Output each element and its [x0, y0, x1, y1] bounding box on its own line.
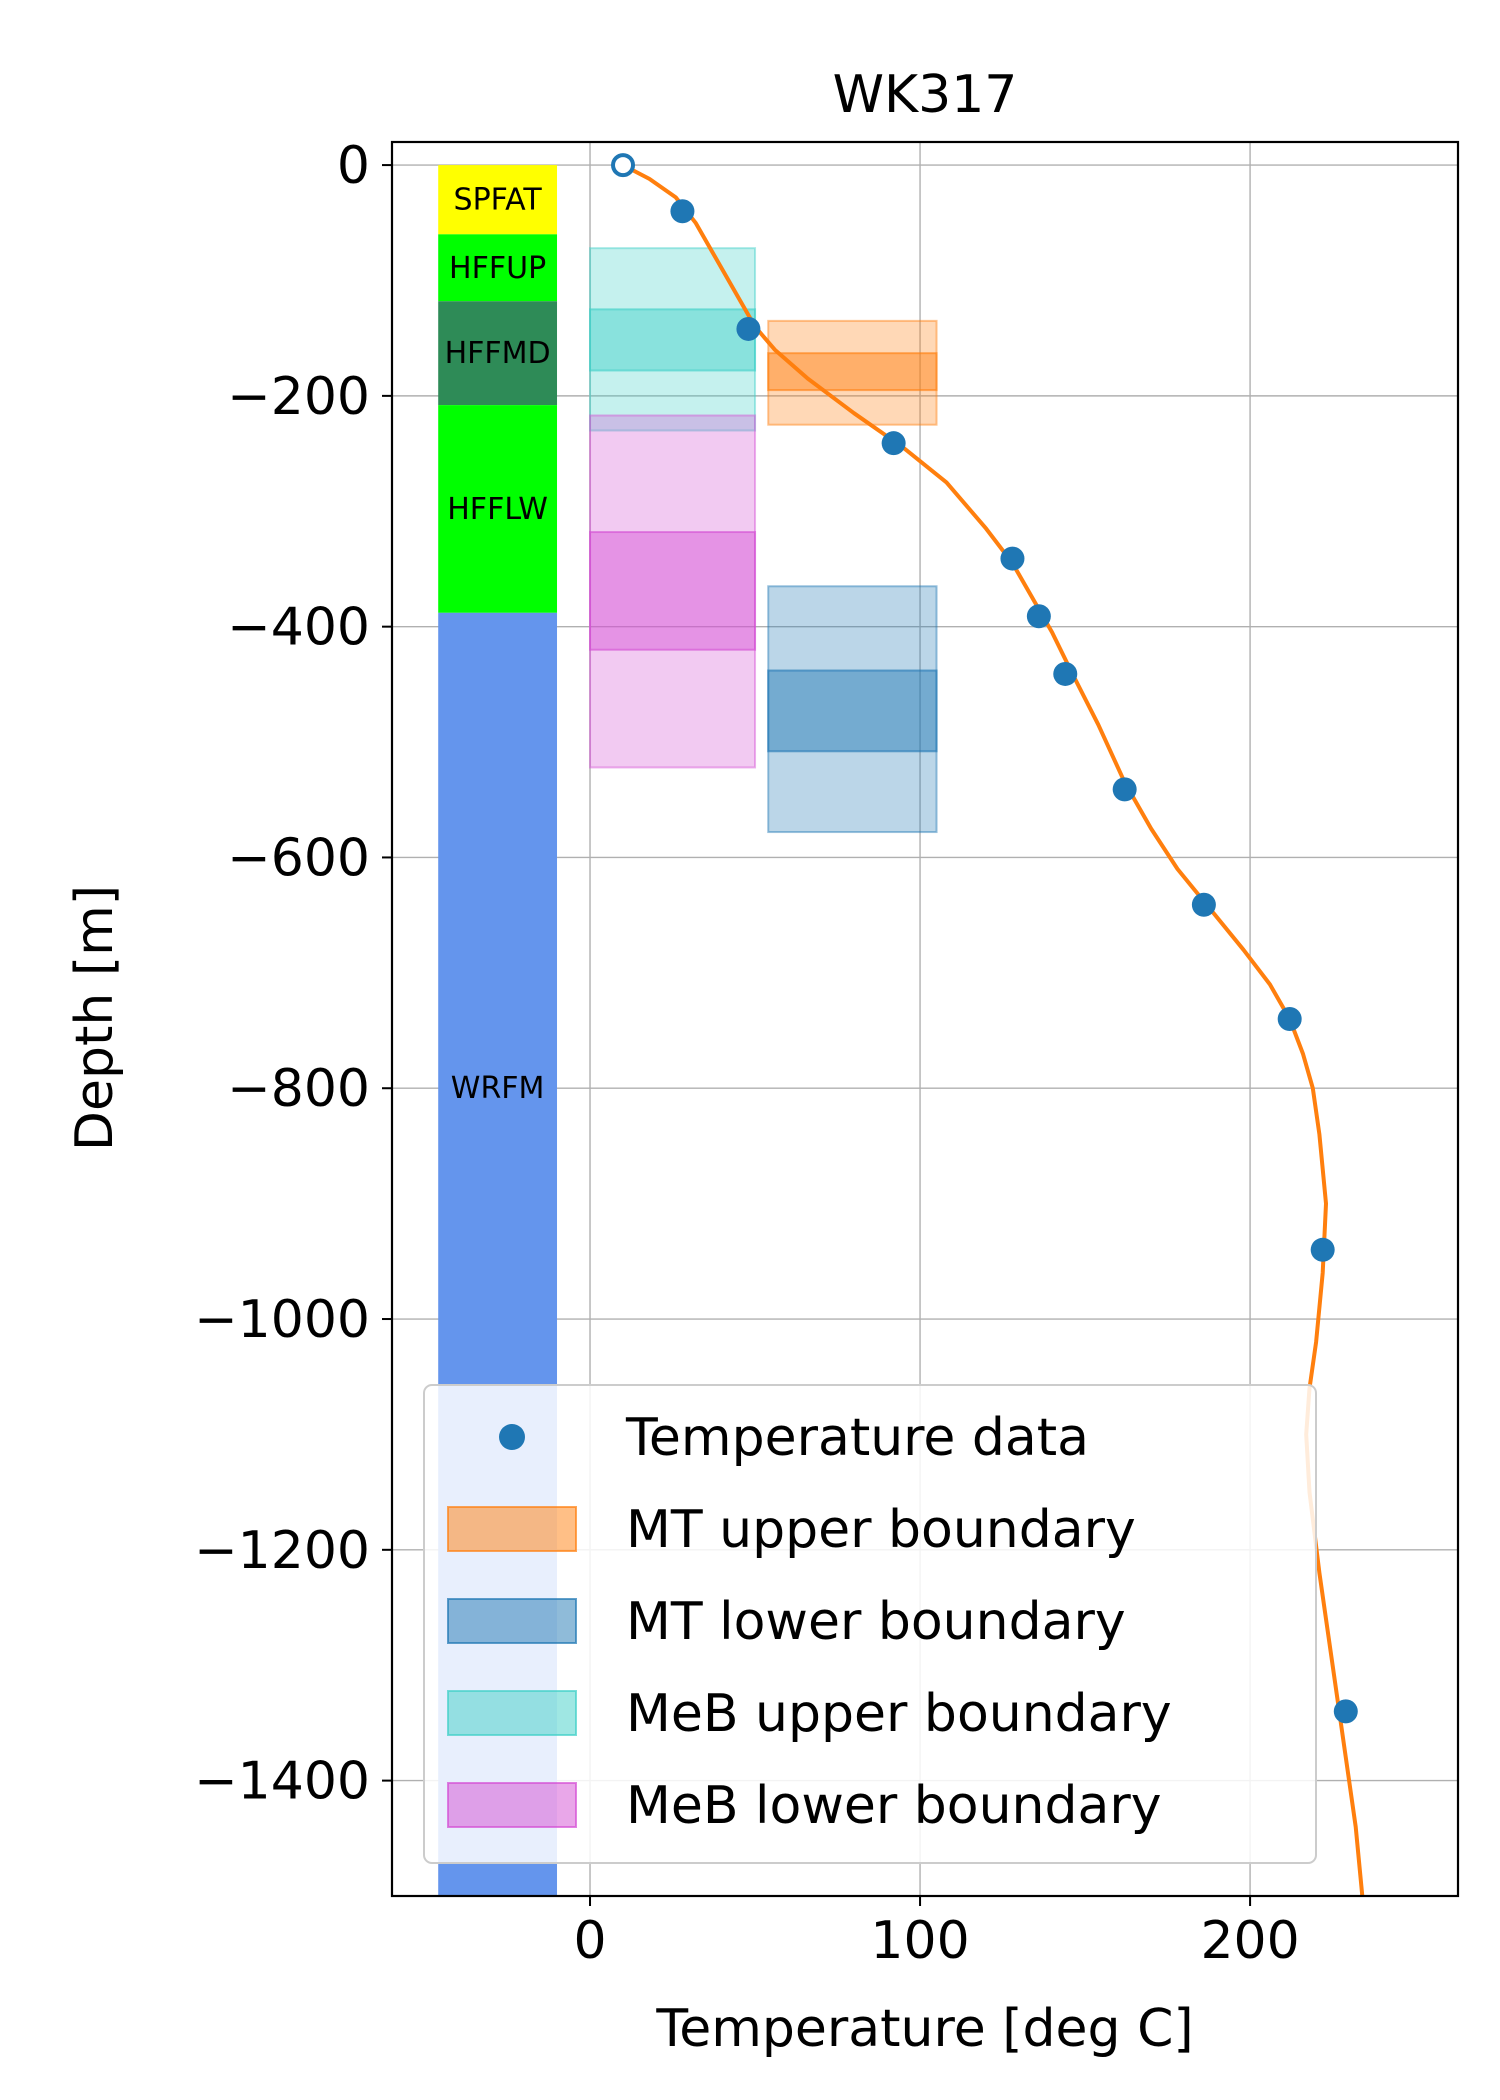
- x-tick-label: 0: [573, 1911, 606, 1971]
- formation-bar: [438, 301, 558, 406]
- temperature-point: [670, 199, 695, 224]
- y-axis-label: Depth [m]: [65, 885, 125, 1151]
- formation-label: HFFUP: [449, 251, 546, 286]
- formation-bar: [438, 234, 558, 302]
- temperature-point: [1053, 661, 1078, 686]
- y-tick-label: −1400: [194, 1752, 370, 1812]
- legend-swatch: [447, 1782, 577, 1828]
- legend-label: MeB lower boundary: [626, 1776, 1162, 1836]
- legend-swatch: [447, 1690, 577, 1736]
- legend-swatch: [447, 1506, 577, 1552]
- x-tick-label: 100: [870, 1911, 969, 1971]
- temperature-points-layer: [611, 153, 1358, 1724]
- boundary-inner-box: [767, 669, 938, 753]
- boundary-boxes: [589, 247, 938, 834]
- y-tick-label: −600: [227, 828, 370, 888]
- legend-marker: [499, 1424, 525, 1450]
- formation-labels: SPFAT HFFUP HFFMD HFFLW WRFM: [445, 183, 551, 1107]
- boundary-inner-box: [589, 308, 757, 372]
- boundary-outer-box: [767, 319, 938, 426]
- legend-label: MT lower boundary: [626, 1592, 1126, 1652]
- y-tick-label: 0: [337, 136, 370, 196]
- formation-bar: [438, 405, 558, 613]
- temperature-point: [1333, 1699, 1358, 1724]
- y-tick-label: −200: [227, 367, 370, 427]
- y-tick-label: −400: [227, 598, 370, 658]
- temperature-point: [1000, 546, 1025, 571]
- formation-bar: [438, 165, 558, 235]
- y-tick-label: −1200: [194, 1521, 370, 1581]
- y-tick-label: −800: [227, 1059, 370, 1119]
- boundary-outer-box: [589, 414, 757, 769]
- axis-ticks: 0 100 200 0 −200 −400 −600 −800 −1000 −1200 −1400: [194, 136, 1300, 1971]
- boundary-inner-box: [589, 531, 757, 651]
- temperature-point: [1026, 604, 1051, 629]
- chart-title: WK317: [833, 65, 1018, 125]
- x-tick-label: 200: [1200, 1911, 1299, 1971]
- formation-label: HFFLW: [447, 492, 548, 527]
- legend-swatch: [447, 1598, 577, 1644]
- legend-label: MT upper boundary: [626, 1500, 1136, 1560]
- temperature-point: [1191, 892, 1216, 917]
- legend-label: MeB upper boundary: [626, 1684, 1172, 1744]
- formation-label: SPFAT: [454, 183, 543, 218]
- boundary-inner-box: [767, 352, 938, 392]
- temperature-point: [1112, 777, 1137, 802]
- plot-frame: [390, 140, 1460, 1898]
- legend-label: Temperature data: [625, 1408, 1089, 1468]
- x-axis-label: Temperature [deg C]: [655, 1999, 1193, 2059]
- temperature-point: [1277, 1007, 1302, 1031]
- temperature-point: [1310, 1237, 1335, 1262]
- formation-label: HFFMD: [445, 336, 551, 371]
- formation-label: WRFM: [451, 1071, 545, 1106]
- temperature-point: [736, 316, 761, 341]
- y-tick-label: −1000: [194, 1290, 370, 1350]
- temperature-point: [881, 431, 906, 456]
- legend-box: [423, 1384, 1317, 1864]
- temperature-point: [611, 153, 636, 178]
- legend: Temperature data MT upper boundary MT lowe…: [423, 1384, 1317, 1864]
